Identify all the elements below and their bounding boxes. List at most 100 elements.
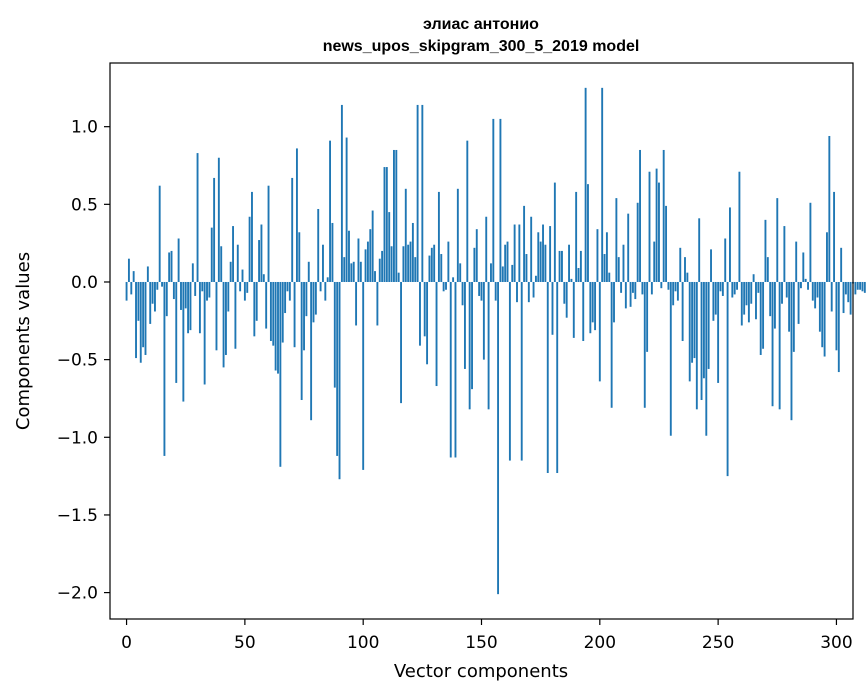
bar-111 [388,212,391,282]
bar-28 [191,263,194,282]
bar-15 [161,281,163,287]
bar-152 [485,216,488,282]
bar-175 [539,241,542,282]
bar-36 [210,227,213,282]
bar-222 [650,281,653,295]
bar-58 [262,274,265,282]
bar-118 [404,188,407,282]
bar-187 [568,244,570,282]
bar-284 [797,281,800,324]
bar-83 [322,244,324,282]
bar-32 [201,281,204,292]
bar-300 [835,281,838,351]
bar-217 [639,149,641,282]
bar-61 [269,281,272,341]
y-tick-label-3: −0.5 [57,351,98,371]
bar-124 [419,281,421,346]
bar-51 [246,281,249,293]
bar-20 [172,281,175,300]
bar-149 [478,281,481,296]
bar-78 [310,281,313,421]
bar-108 [381,250,384,282]
bar-266 [755,281,757,320]
bar-230 [669,281,672,436]
bar-25 [184,281,187,309]
bar-196 [589,281,592,334]
bar-220 [646,281,649,352]
bar-11 [151,281,154,304]
bar-206 [613,281,615,323]
bar-296 [826,232,828,282]
bar-252 [721,281,724,296]
bar-198 [594,281,597,331]
bar-306 [849,281,852,315]
x-tick-label-4: 200 [584,633,616,653]
bar-231 [672,281,675,306]
x-axis-ticks: 0 50 100 150 200 250 300 [121,619,853,653]
bar-204 [608,272,611,282]
bar-38 [215,281,218,351]
bar-44 [229,261,232,282]
bar-273 [771,281,774,407]
bar-89 [336,281,339,456]
bar-251 [719,281,722,292]
bar-125 [421,104,424,282]
bar-213 [629,281,632,307]
bar-53 [251,191,253,282]
bar-67 [284,281,287,314]
bar-310 [859,281,862,290]
bar-182 [556,281,559,474]
bar-110 [385,167,388,282]
y-tick-label-4: −1.0 [57,428,98,448]
bar-101 [364,249,367,282]
bar-216 [636,202,639,282]
bar-281 [790,281,793,421]
bar-287 [804,278,807,282]
bar-246 [707,281,710,369]
bar-179 [549,226,552,282]
bar-87 [331,222,334,282]
bar-164 [513,224,516,282]
bar-277 [781,281,783,304]
bar-113 [393,149,395,282]
bar-276 [778,281,781,410]
bar-91 [340,104,343,282]
bar-148 [475,229,478,282]
bar-140 [456,188,459,282]
bar-174 [537,232,540,282]
bar-309 [856,281,859,290]
bar-143 [463,281,466,369]
bar-274 [773,281,776,329]
bar-305 [847,281,850,303]
bar-147 [473,247,476,282]
bar-297 [828,135,831,282]
bar-60 [267,185,270,282]
bar-156 [494,281,497,301]
bar-226 [660,281,663,289]
bar-271 [766,257,769,282]
bar-88 [333,281,336,388]
bar-267 [757,281,760,293]
bar-227 [662,149,665,282]
bar-84 [324,281,327,301]
y-tick-label-0: 1.0 [71,118,98,138]
bar-5 [137,281,140,321]
bar-115 [397,272,400,282]
bar-126 [423,281,426,337]
bar-214 [631,281,634,293]
bar-218 [641,281,644,295]
bar-106 [376,281,379,326]
bar-141 [459,263,462,282]
bar-234 [679,247,682,282]
bar-202 [603,254,606,282]
bar-245 [705,281,708,436]
bar-13 [156,281,159,290]
bar-133 [440,254,443,282]
bar-312 [863,281,866,293]
bar-169 [525,254,528,282]
bar-270 [764,219,767,282]
bar-45 [232,226,234,282]
bar-303 [842,281,845,314]
bar-269 [762,281,765,349]
bar-184 [561,250,563,282]
